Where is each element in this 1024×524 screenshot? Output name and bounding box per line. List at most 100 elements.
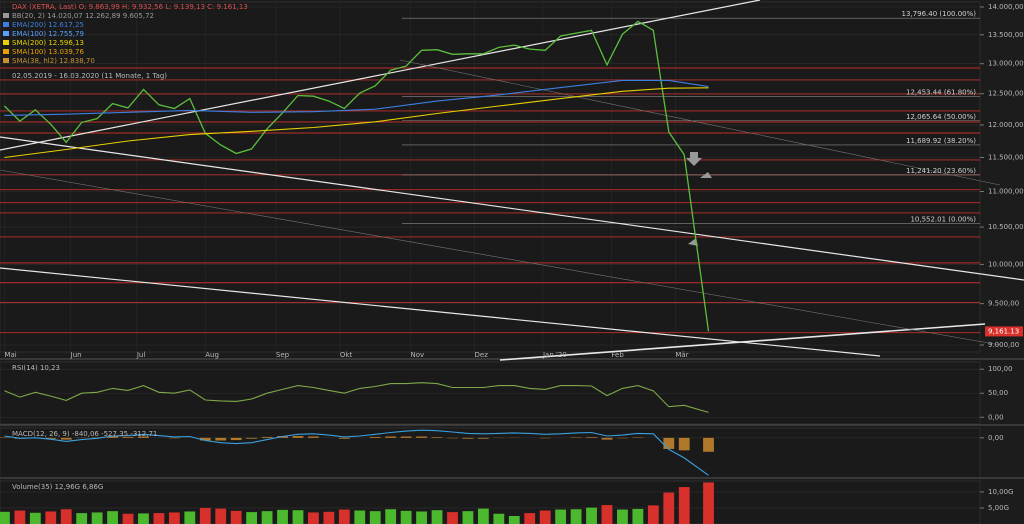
bar: [168, 512, 180, 524]
bar: [338, 437, 350, 439]
series-line: [4, 429, 709, 476]
y-tick-label: 10.000,00: [988, 260, 1024, 268]
y-tick-label: 10.500,00: [988, 223, 1024, 231]
bar: [570, 509, 582, 524]
bar: [703, 437, 714, 452]
bar: [308, 436, 319, 438]
bar: [230, 437, 242, 441]
bar: [107, 511, 118, 524]
series-line: [4, 79, 709, 116]
trend-line: [0, 169, 1001, 346]
legend-swatch: [3, 13, 9, 18]
fib-label: 13,796.40 (100.00%): [902, 10, 977, 18]
legend-swatch: [3, 40, 9, 45]
bar: [45, 437, 57, 439]
bar: [246, 437, 258, 439]
bar: [385, 436, 397, 438]
bar: [703, 482, 714, 524]
fib-label: 12,453.44 (61.80%): [906, 89, 976, 97]
y-tick-label: 13.500,00: [988, 31, 1024, 39]
series-line: [3, 20, 710, 332]
bar: [323, 511, 335, 524]
bar: [230, 510, 242, 524]
bar: [416, 511, 427, 524]
legend-swatch: [3, 49, 9, 54]
bar: [45, 511, 57, 524]
trend-line: [0, 136, 1024, 281]
bar: [153, 513, 165, 524]
y-tick-label: 12.500,00: [988, 90, 1024, 98]
bar: [678, 487, 690, 524]
legend-label: SMA(100) 13.039,76: [12, 48, 84, 56]
bar: [508, 515, 520, 524]
bar: [493, 513, 505, 524]
y-tick-label: 13.000,00: [988, 60, 1024, 68]
bar: [647, 505, 659, 524]
bar: [91, 512, 103, 524]
bar: [261, 511, 273, 524]
legend-swatch: [3, 58, 9, 63]
bar: [338, 509, 350, 524]
bar: [385, 509, 397, 524]
bar: [462, 511, 474, 524]
bar: [138, 513, 149, 524]
trend-line: [0, 267, 881, 357]
y-tick-label: 100,00: [988, 365, 1013, 373]
y-tick-label: 14.000,00: [988, 3, 1024, 11]
panel-title: MACD(12, 26, 9) -840,06 -527,35 -312,71: [12, 430, 157, 438]
bar: [601, 437, 613, 440]
y-tick-label: 9.000,00: [988, 341, 1019, 349]
x-tick-label: Mär: [675, 351, 688, 359]
x-tick-label: Okt: [340, 351, 353, 359]
trend-line: [499, 323, 986, 361]
legend-label: EMA(100) 12.755,79: [12, 30, 84, 38]
arrow: [700, 172, 712, 178]
bar: [539, 510, 551, 524]
y-tick-label: 0,00: [988, 434, 1004, 442]
bar: [122, 513, 134, 524]
fib-label: 11,241.20 (23.60%): [906, 167, 976, 175]
trend-line: [399, 59, 1001, 186]
bar: [462, 437, 474, 439]
x-tick-label: Sep: [276, 351, 290, 359]
bar: [60, 509, 72, 524]
bar: [586, 437, 597, 438]
arrow: [686, 152, 702, 166]
bar: [586, 507, 597, 524]
y-tick-label: 0,00: [988, 413, 1004, 421]
bar: [29, 512, 41, 524]
bar: [617, 509, 628, 524]
y-tick-label: 5,00G: [988, 504, 1009, 512]
fib-label: 10,552.01 (0.00%): [910, 215, 976, 223]
legend-label: SMA(200) 12.596,13: [12, 39, 84, 47]
bar: [277, 509, 288, 524]
y-tick-label: 9.500,00: [988, 300, 1019, 308]
bar: [215, 437, 227, 441]
x-tick-label: Mai: [4, 351, 16, 359]
legend-swatch: [3, 22, 9, 27]
bar: [524, 513, 536, 524]
bar: [76, 513, 88, 524]
bar: [0, 511, 10, 524]
bar: [400, 510, 412, 524]
bar: [14, 510, 26, 524]
bar: [477, 437, 489, 439]
price-box: [985, 326, 1023, 337]
bar: [678, 437, 690, 451]
legend-label: EMA(200) 12.617,25: [12, 21, 84, 29]
legend-label: SMA(38, hl2) 12.838,70: [12, 57, 95, 65]
x-tick-label: Dez: [475, 351, 489, 359]
bar: [431, 510, 443, 524]
bar: [292, 436, 304, 438]
bar: [400, 436, 412, 438]
bar: [60, 437, 72, 440]
bar: [199, 507, 211, 524]
bar: [308, 512, 319, 524]
panel-title: Volume(35) 12,96G 6,86G: [12, 483, 103, 491]
legend-swatch: [3, 31, 9, 36]
bar: [555, 509, 567, 524]
bar: [138, 436, 149, 438]
panel-title: RSI(14) 10,23: [12, 364, 60, 372]
bar: [107, 436, 118, 438]
